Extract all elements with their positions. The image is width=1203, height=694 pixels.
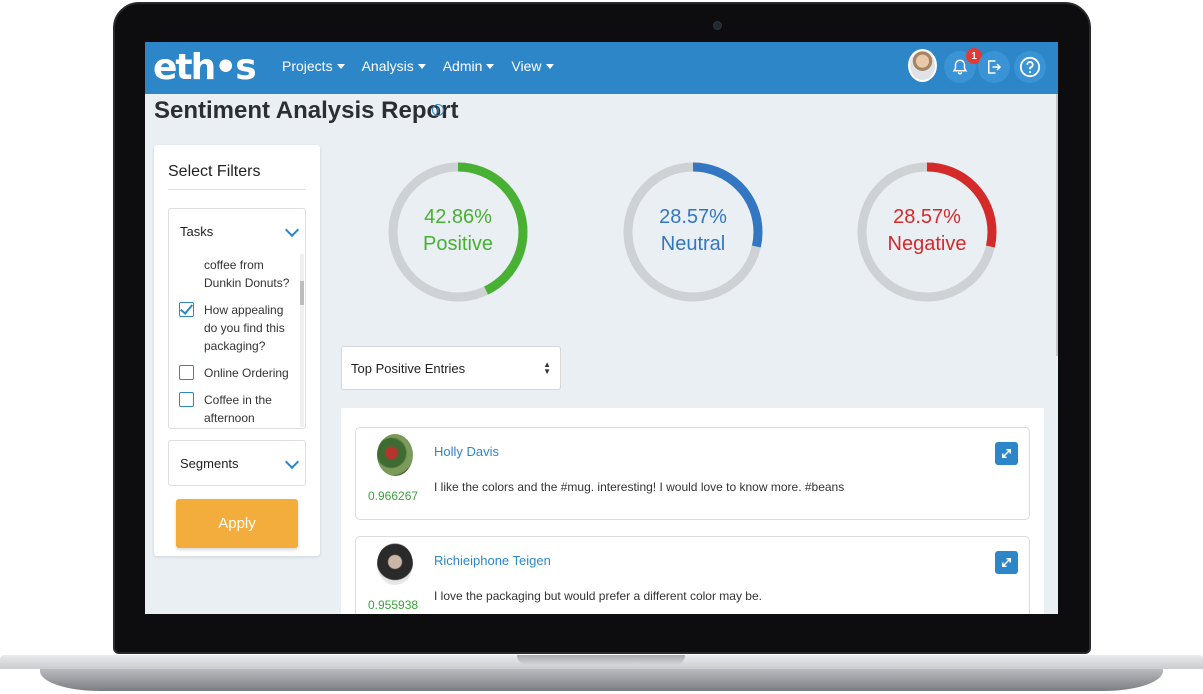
task-label: How appealing do you find this packaging… [204,303,285,353]
negative-percent: 28.57% [893,206,961,228]
logout-icon [988,60,1002,74]
sentiment-negative-donut: 28.57% Negative [854,142,1000,322]
base-bottom [40,669,1163,691]
filters-title: Select Filters [168,163,261,180]
opening-notch [517,655,685,665]
bell-icon [952,59,968,75]
expand-icon [1002,449,1011,458]
task-checkbox[interactable] [179,392,194,407]
task-item[interactable]: coffee from Dunkin Donuts? [169,256,299,292]
caret-down-icon [336,63,345,69]
entries-type-select[interactable]: Top Positive Entries ▲ ▼ [341,346,561,390]
task-checkbox[interactable] [179,302,194,317]
donut-arc-positive [388,162,528,302]
neutral-label: Neutral [660,233,726,255]
donut-ring [623,162,763,302]
segments-label: Segments [180,456,239,471]
app-screen: eth•s Projects Analysis Admin View [145,42,1058,614]
entry-avatar [377,543,413,585]
nav-projects-label: Projects [282,58,333,74]
tasks-label[interactable]: Tasks [180,224,214,239]
expand-icon [1002,558,1011,567]
positive-percent: 42.86% [424,206,492,228]
expand-button[interactable] [995,551,1018,574]
nav-view-label: View [511,58,542,74]
laptop-base [0,655,1203,694]
nav-admin-label: Admin [442,58,483,74]
segments-filter[interactable]: Segments [168,440,306,486]
entry-text: I love the packaging but would prefer a … [434,589,762,603]
nav-analysis[interactable]: Analysis [362,58,426,74]
nav-projects[interactable]: Projects [282,58,345,74]
task-list-scrollbar[interactable] [300,254,304,427]
caret-down-icon [417,63,426,69]
page-scrollbar[interactable] [1056,94,1058,356]
expand-button[interactable] [995,442,1018,465]
entries-type-value: Top Positive Entries [351,361,466,376]
caret-down-icon [545,63,554,69]
divider [168,189,306,190]
notification-count-badge: 1 [966,48,982,64]
entry-author-link[interactable]: Richieiphone Teigen [434,553,551,568]
filters-panel: Select Filters Tasks coffee from Dunkin … [154,145,320,556]
chevron-down-icon[interactable] [284,454,300,470]
entry-text: I like the colors and the #mug. interest… [434,480,845,494]
nav-admin[interactable]: Admin [443,58,495,74]
neutral-percent: 28.57% [659,206,727,228]
positive-label: Positive [422,233,494,255]
user-avatar[interactable] [908,49,937,82]
task-list-scroll-thumb[interactable] [300,281,304,305]
top-navbar: eth•s Projects Analysis Admin View [145,42,1058,94]
entry-card: 0.955938 Richieiphone Teigen I love the … [355,536,1030,614]
main-nav: Projects Analysis Admin View [282,58,554,74]
nav-view[interactable]: View [511,58,554,74]
task-list: coffee from Dunkin Donuts? How appealing… [169,256,299,428]
tasks-filter: Tasks coffee from Dunkin Donuts? How app… [168,208,306,429]
info-icon[interactable]: i [432,104,444,116]
logout-button[interactable] [978,51,1010,83]
entries-panel: 0.966267 Holly Davis I like the colors a… [341,408,1044,614]
task-label: Online Ordering [204,366,289,380]
donut-ring [388,162,528,302]
donut-arc-negative [857,162,997,302]
chevron-down-icon[interactable] [284,222,300,238]
nav-analysis-label: Analysis [361,58,414,74]
task-checkbox[interactable] [179,365,194,380]
help-button[interactable] [1014,51,1046,83]
ethos-logo[interactable]: eth•s [153,47,257,88]
donut-ring [857,162,997,302]
donut-arc-neutral [623,162,763,302]
negative-label: Negative [887,233,967,255]
sort-arrows-icon: ▲ ▼ [543,360,551,376]
entry-score: 0.966267 [368,489,419,503]
apply-button[interactable]: Apply [176,499,298,548]
task-label: Coffee in the afternoon [204,393,272,425]
caret-down-icon [486,63,495,69]
task-item[interactable]: Online Ordering [169,364,299,382]
webcam [713,21,722,30]
help-icon [1019,56,1041,78]
task-label: coffee from Dunkin Donuts? [204,258,290,290]
page-title: Sentiment Analysis Report [154,97,459,124]
task-item[interactable]: Coffee in the afternoon [169,391,299,427]
entry-avatar [377,434,413,476]
task-item[interactable]: How appealing do you find this packaging… [169,301,299,355]
entry-card: 0.966267 Holly Davis I like the colors a… [355,427,1030,520]
sentiment-positive-donut: 42.86% Positive [385,142,531,322]
entry-score: 0.955938 [368,598,419,612]
sentiment-neutral-donut: 28.57% Neutral [620,142,766,322]
entry-author-link[interactable]: Holly Davis [434,444,500,459]
